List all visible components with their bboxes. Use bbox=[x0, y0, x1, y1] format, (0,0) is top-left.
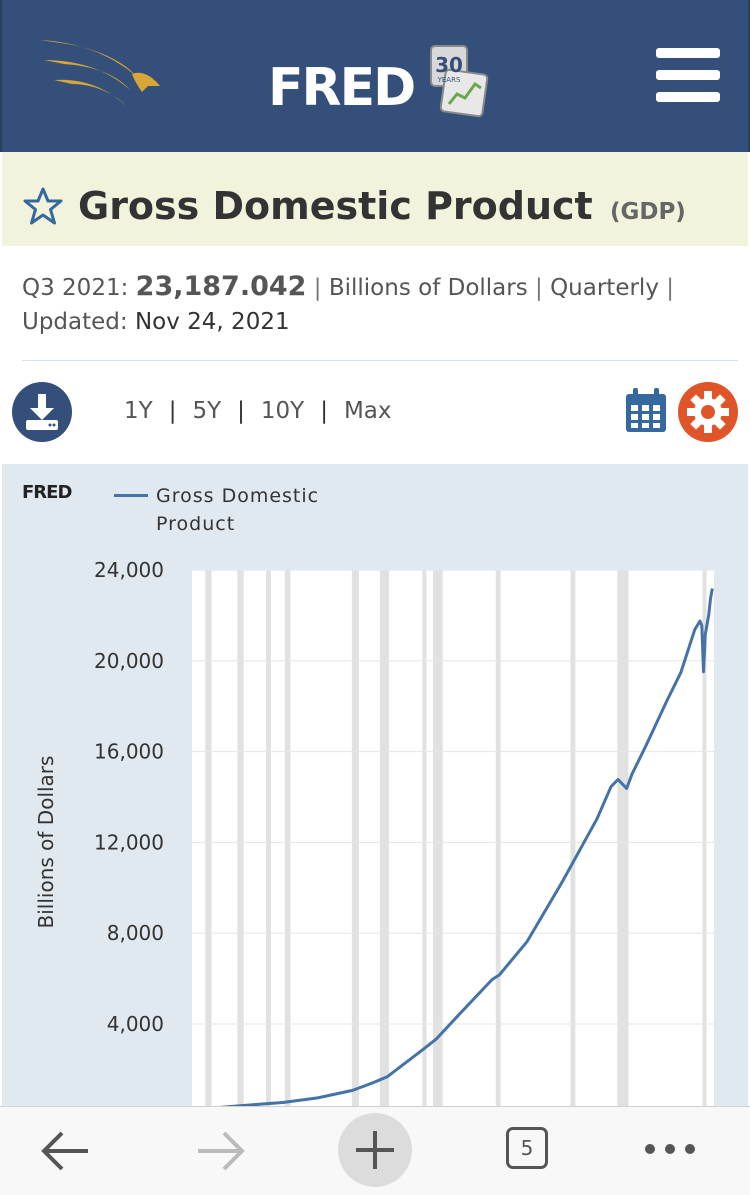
y-tick-label: 16,000 bbox=[94, 740, 164, 764]
recession-band bbox=[379, 570, 389, 1106]
y-tick-label: 24,000 bbox=[94, 558, 164, 582]
range-selector: 1Y | 5Y | 10Y | Max bbox=[124, 398, 392, 424]
app-header: FRED 30 YEARS bbox=[0, 0, 750, 152]
back-arrow-icon[interactable] bbox=[38, 1127, 92, 1175]
y-tick-label: 20,000 bbox=[94, 649, 164, 673]
recession-band bbox=[570, 570, 576, 1106]
forward-arrow-icon[interactable] bbox=[194, 1127, 248, 1175]
gear-icon bbox=[687, 391, 729, 433]
units-label: Billions of Dollars bbox=[328, 275, 528, 301]
series-meta: Q3 2021: 23,187.042 | Billions of Dollar… bbox=[22, 271, 674, 335]
series-line-gdp bbox=[218, 588, 714, 1106]
legend-label: Gross Domestic Product bbox=[156, 485, 320, 535]
tab-count-button[interactable]: 5 bbox=[506, 1127, 548, 1169]
range-5y[interactable]: 5Y bbox=[192, 398, 222, 424]
badge-number: 30 bbox=[435, 53, 463, 77]
recession-band bbox=[617, 570, 629, 1106]
calendar-icon[interactable] bbox=[624, 386, 668, 434]
range-1y[interactable]: 1Y bbox=[124, 398, 153, 424]
chart-fred-logo: FRED bbox=[22, 482, 72, 503]
y-tick-label: 12,000 bbox=[94, 830, 164, 854]
plus-icon bbox=[356, 1131, 394, 1169]
recession-band bbox=[351, 570, 359, 1106]
updated-label: Updated: bbox=[22, 309, 128, 335]
recession-band bbox=[702, 570, 707, 1106]
fred-logo-text[interactable]: FRED bbox=[268, 58, 416, 118]
recession-band bbox=[432, 570, 443, 1106]
range-10y[interactable]: 10Y bbox=[260, 398, 305, 424]
updated-date: Nov 24, 2021 bbox=[134, 309, 290, 335]
settings-button[interactable] bbox=[678, 382, 738, 442]
thirty-years-badge: 30 YEARS bbox=[430, 45, 489, 118]
recession-band bbox=[284, 570, 291, 1106]
series-title-bar bbox=[2, 152, 748, 246]
recession-band bbox=[422, 570, 427, 1106]
latest-value: 23,187.042 bbox=[135, 271, 307, 302]
recession-band bbox=[237, 570, 244, 1106]
page-title: Gross Domestic Product (GDP) bbox=[78, 182, 686, 236]
hamburger-menu-icon[interactable] bbox=[656, 46, 720, 104]
eagle-logo-icon[interactable] bbox=[38, 34, 162, 112]
frequency-label: Quarterly bbox=[550, 275, 659, 301]
browser-toolbar: 5 bbox=[0, 1106, 750, 1195]
y-tick-label: 8,000 bbox=[107, 921, 164, 945]
series-title: Gross Domestic Product bbox=[78, 184, 593, 228]
series-code: (GDP) bbox=[609, 199, 686, 225]
badge-text: YEARS bbox=[437, 76, 461, 84]
chart-panel: FRED Gross Domestic Product 4,000 8,000 12… bbox=[2, 464, 748, 1106]
recession-band bbox=[495, 570, 501, 1106]
divider bbox=[22, 360, 738, 361]
legend-swatch bbox=[114, 494, 148, 497]
more-dots-icon[interactable] bbox=[642, 1137, 698, 1161]
recession-band bbox=[205, 570, 212, 1106]
gdp-line-chart[interactable]: 4,000 8,000 12,000 16,000 20,000 24,000 bbox=[2, 464, 748, 1106]
period-label: Q3 2021: bbox=[22, 275, 129, 301]
new-tab-button[interactable] bbox=[338, 1113, 412, 1187]
download-button[interactable] bbox=[12, 382, 72, 442]
download-icon bbox=[26, 394, 58, 430]
y-tick-label: 4,000 bbox=[107, 1012, 164, 1036]
y-axis-label: Billions of Dollars bbox=[34, 755, 58, 929]
star-icon[interactable] bbox=[22, 186, 64, 226]
recession-band bbox=[266, 570, 271, 1106]
range-max[interactable]: Max bbox=[343, 398, 392, 424]
